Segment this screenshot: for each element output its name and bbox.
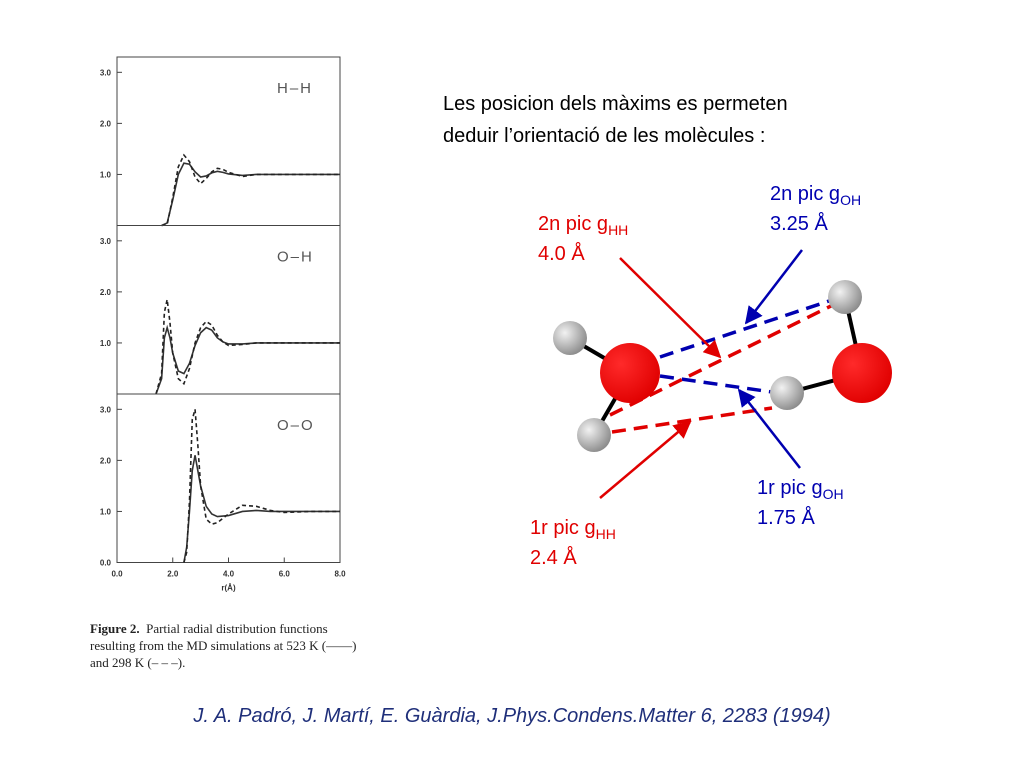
- annotation: 1r pic gHH: [530, 517, 616, 542]
- figure-caption: Figure 2. Partial radial distribution fu…: [90, 620, 365, 671]
- hydrogen-atom: [577, 418, 611, 452]
- arrow: [619, 257, 722, 359]
- arrow: [737, 388, 801, 469]
- reference: J. A. Padró, J. Martí, E. Guàrdia, J.Phy…: [192, 705, 830, 727]
- x-tick-label: 8.0: [334, 570, 346, 579]
- arrow: [599, 420, 692, 499]
- x-tick-label: 4.0: [223, 570, 235, 579]
- y-tick-label: 3.0: [100, 68, 112, 77]
- y-tick-label: 3.0: [100, 405, 112, 414]
- molecule-diagram: [553, 249, 892, 499]
- rdf-curve: [155, 299, 340, 395]
- arrow: [744, 249, 803, 325]
- x-tick-label: 6.0: [279, 570, 291, 579]
- x-tick-label: 0.0: [111, 570, 123, 579]
- y-tick-label: 3.0: [100, 237, 112, 246]
- annotation: 1r pic gOH: [757, 477, 844, 502]
- panel-label: O–H: [277, 249, 314, 266]
- dashed-bond: [659, 298, 833, 359]
- annotation-subscript: HH: [596, 526, 616, 542]
- heading-line: deduir l’orientació de les molècules :: [443, 125, 765, 147]
- caption-text: Partial radial distribution functions re…: [90, 621, 357, 670]
- annotation-text: 1r pic g: [757, 477, 823, 499]
- annotation-text: 1r pic g: [530, 517, 596, 539]
- y-tick-label: 2.0: [100, 288, 112, 297]
- y-tick-label: 2.0: [100, 456, 112, 465]
- annotation-subscript: OH: [823, 486, 844, 502]
- dashed-bond: [611, 406, 773, 434]
- annotation-value: 1.75 Å: [757, 506, 815, 529]
- rdf-curve: [161, 162, 340, 227]
- y-tick-label: 0.0: [100, 559, 112, 568]
- annotation-text: 2n pic g: [538, 213, 608, 235]
- hydrogen-atom: [828, 280, 862, 314]
- rdf-curve: [183, 409, 340, 563]
- dashed-bond: [609, 303, 834, 417]
- annotation-value: 3.25 Å: [770, 212, 828, 235]
- annotation-value: 4.0 Å: [538, 242, 585, 265]
- hydrogen-atom: [770, 376, 804, 410]
- caption-label: Figure 2.: [90, 621, 140, 636]
- rdf-curve: [183, 455, 340, 563]
- annotation-subscript: OH: [840, 192, 861, 208]
- rdf-curve: [155, 324, 340, 395]
- y-tick-label: 1.0: [100, 507, 112, 516]
- panel-label: H–H: [277, 80, 313, 97]
- panel-label: O–O: [277, 417, 315, 434]
- annotation-value: 2.4 Å: [530, 546, 577, 569]
- annotation: 2n pic gHH: [538, 213, 628, 238]
- x-axis-label: r(Å): [221, 584, 236, 593]
- x-tick-label: 2.0: [167, 570, 179, 579]
- y-tick-label: 2.0: [100, 119, 112, 128]
- annotation-text: 2n pic g: [770, 183, 840, 205]
- annotation-subscript: HH: [608, 222, 628, 238]
- oxygen-atom: [600, 343, 660, 403]
- annotation: 2n pic gOH: [770, 183, 861, 208]
- rdf-curve: [161, 153, 340, 227]
- y-tick-label: 1.0: [100, 170, 112, 179]
- y-tick-label: 1.0: [100, 339, 112, 348]
- heading-line: Les posicion dels màxims es permeten: [443, 93, 788, 115]
- hydrogen-atom: [553, 321, 587, 355]
- oxygen-atom: [832, 343, 892, 403]
